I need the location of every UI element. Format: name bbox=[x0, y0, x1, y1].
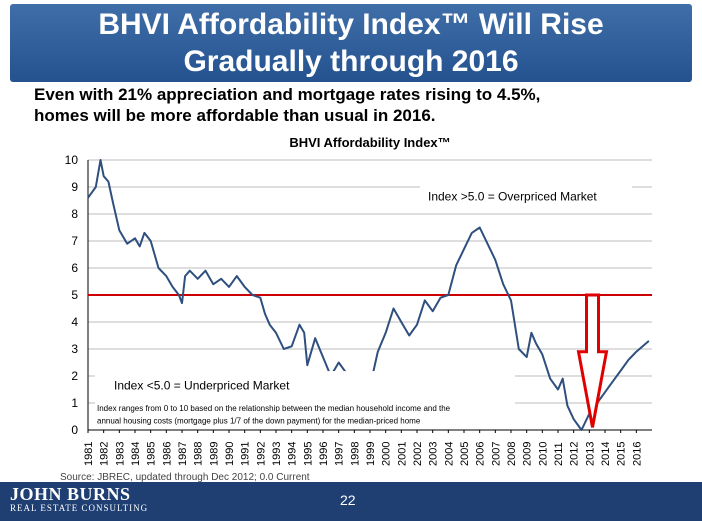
note-line2: annual housing costs (mortgage plus 1/7 … bbox=[97, 416, 421, 425]
y-tick-label: 2 bbox=[71, 369, 78, 383]
x-tick-label: 1997 bbox=[334, 442, 346, 466]
x-tick-label: 1983 bbox=[114, 442, 126, 466]
x-tick-label: 2003 bbox=[428, 442, 440, 466]
x-tick-label: 2011 bbox=[553, 442, 565, 466]
underpriced-label: Index <5.0 = Underpriced Market bbox=[114, 379, 290, 393]
slide-footer: JOHN BURNS REAL ESTATE CONSULTING 22 bbox=[0, 482, 702, 521]
slide-title: BHVI Affordability Index™ Will Rise Grad… bbox=[10, 6, 692, 80]
x-tick-label: 1995 bbox=[302, 442, 314, 466]
y-tick-label: 10 bbox=[65, 153, 79, 167]
company-logo: JOHN BURNS REAL ESTATE CONSULTING bbox=[10, 484, 148, 513]
affordability-chart: BHVI Affordability Index™ 0 1 2 3 4 5 6 7 8 9 10 198… bbox=[65, 135, 652, 466]
x-tick-label: 1981 bbox=[83, 442, 95, 466]
note-line1: Index ranges from 0 to 10 based on the r… bbox=[97, 404, 451, 413]
overpriced-label: Index >5.0 = Overpriced Market bbox=[428, 190, 597, 204]
slide-title-line1: BHVI Affordability Index™ Will Rise bbox=[98, 8, 604, 41]
x-tick-label: 1996 bbox=[318, 442, 330, 466]
x-tick-label: 1987 bbox=[177, 442, 189, 466]
x-tick-label: 1988 bbox=[193, 442, 205, 466]
x-tick-label: 2008 bbox=[506, 442, 518, 466]
slide-subtitle-line1: Even with 21% appreciation and mortgage … bbox=[34, 85, 541, 104]
x-tick-label: 1999 bbox=[365, 442, 377, 466]
x-tick-label: 1993 bbox=[271, 442, 283, 466]
y-tick-label: 0 bbox=[71, 423, 78, 437]
x-tick-label: 2014 bbox=[600, 442, 612, 466]
highlight-arrow bbox=[576, 293, 609, 428]
y-tick-label: 4 bbox=[71, 315, 78, 329]
y-tick-label: 5 bbox=[71, 288, 78, 302]
page-number: 22 bbox=[340, 492, 356, 508]
chart-title: BHVI Affordability Index™ bbox=[289, 135, 450, 150]
note-box bbox=[95, 371, 515, 422]
title-band bbox=[10, 4, 692, 82]
source-note: Source: JBREC, updated through Dec 2012;… bbox=[60, 472, 310, 483]
x-tick-label: 1992 bbox=[255, 442, 267, 466]
x-tick-label: 2010 bbox=[537, 442, 549, 466]
x-tick-label: 2009 bbox=[522, 442, 534, 466]
x-tick-label: 2002 bbox=[412, 442, 424, 466]
y-tick-label: 1 bbox=[71, 396, 78, 410]
x-tick-label: 1986 bbox=[161, 442, 173, 466]
x-tick-label: 2001 bbox=[396, 442, 408, 466]
x-tick-label: 1998 bbox=[349, 442, 361, 466]
x-tick-label: 2012 bbox=[569, 442, 581, 466]
slide-header: BHVI Affordability Index™ Will Rise Grad… bbox=[0, 0, 702, 90]
logo-main: JOHN BURNS bbox=[10, 484, 131, 504]
y-tick-label: 6 bbox=[71, 261, 78, 275]
x-tick-label: 2000 bbox=[381, 442, 393, 466]
y-tick-label: 3 bbox=[71, 342, 78, 356]
x-tick-label: 2013 bbox=[584, 442, 596, 466]
x-tick-label: 2007 bbox=[490, 442, 502, 466]
slide-title-line2: Gradually through 2016 bbox=[183, 45, 519, 78]
x-tick-label: 1982 bbox=[99, 442, 111, 466]
x-tick-label: 1989 bbox=[208, 442, 220, 466]
slide-subtitle: Even with 21% appreciation and mortgage … bbox=[34, 84, 684, 126]
x-tick-label: 2004 bbox=[443, 442, 455, 466]
x-tick-label: 1984 bbox=[130, 442, 142, 466]
y-tick-label: 8 bbox=[71, 207, 78, 221]
overpriced-label-bg bbox=[420, 186, 632, 206]
x-tick-label: 1994 bbox=[287, 442, 299, 466]
x-tick-label: 1985 bbox=[146, 442, 158, 466]
slide-subtitle-line2: homes will be more affordable than usual… bbox=[34, 106, 436, 125]
x-tick-label: 2015 bbox=[616, 442, 628, 466]
y-tick-label: 9 bbox=[71, 180, 78, 194]
logo-sub: REAL ESTATE CONSULTING bbox=[10, 503, 149, 513]
x-tick-label: 2006 bbox=[475, 442, 487, 466]
x-tick-label: 2005 bbox=[459, 442, 471, 466]
x-tick-label: 2016 bbox=[631, 442, 643, 466]
x-tick-label: 1990 bbox=[224, 442, 236, 466]
y-tick-label: 7 bbox=[71, 234, 78, 248]
x-tick-label: 1991 bbox=[240, 442, 252, 466]
